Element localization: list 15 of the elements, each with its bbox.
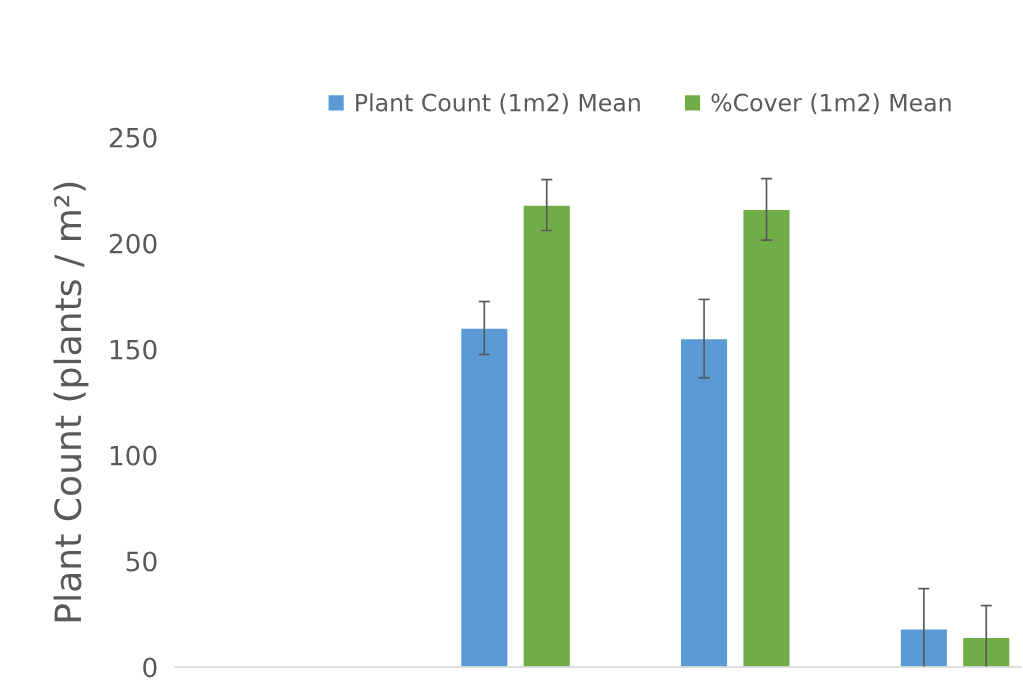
bar xyxy=(459,327,509,668)
y-tick-label: 250 xyxy=(109,127,157,148)
y-tick-label: 50 xyxy=(126,551,157,572)
bar xyxy=(899,628,949,668)
bar xyxy=(522,204,572,668)
legend-label: Plant Count (1m2) Mean xyxy=(356,93,640,115)
y-tick-label: 0 xyxy=(143,657,157,678)
y-tick-label: 100 xyxy=(110,445,157,466)
bar xyxy=(961,636,1011,668)
y-axis-title: Plant Count (plants / m²) xyxy=(53,182,89,622)
bar xyxy=(679,337,729,668)
bar xyxy=(742,208,791,668)
y-tick-label: 150 xyxy=(110,339,157,360)
legend-label: %Cover (1m2) Mean xyxy=(711,93,951,115)
y-tick-label: 200 xyxy=(109,233,157,254)
